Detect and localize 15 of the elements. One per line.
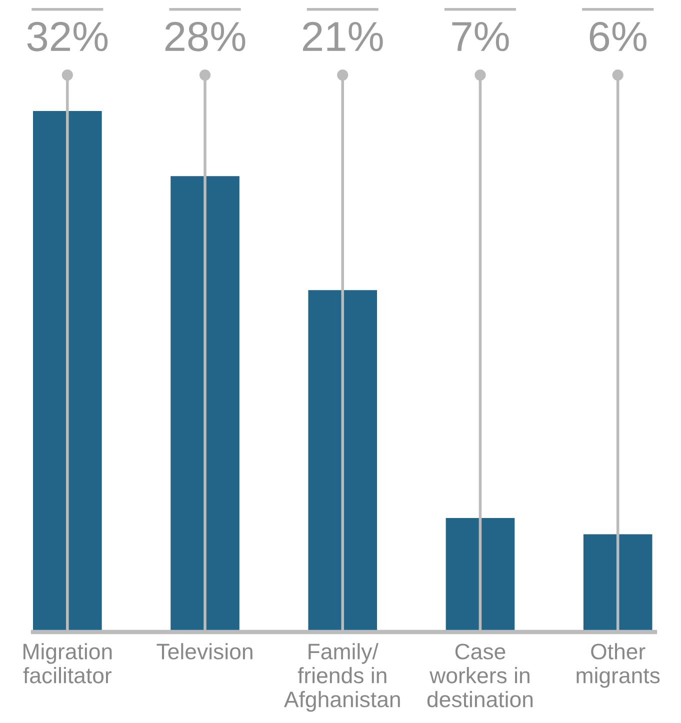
x-tick-label: Other migrants (576, 643, 660, 688)
data-label: 7% (452, 22, 509, 52)
bar (33, 111, 102, 632)
x-tick-label: Family/ friends in Afghanistan (284, 643, 400, 712)
x-tick-label: Television (156, 643, 252, 660)
data-label: 28% (165, 22, 246, 52)
x-tick-label: Case workers in destination (427, 644, 533, 708)
bar (446, 518, 515, 632)
data-label: 32% (27, 22, 108, 52)
bar (583, 534, 652, 632)
bar (308, 290, 378, 632)
x-tick-label: Migration facilitator (23, 643, 112, 684)
data-label: 21% (303, 22, 383, 52)
bar (170, 176, 240, 632)
data-label: 6% (590, 22, 646, 52)
